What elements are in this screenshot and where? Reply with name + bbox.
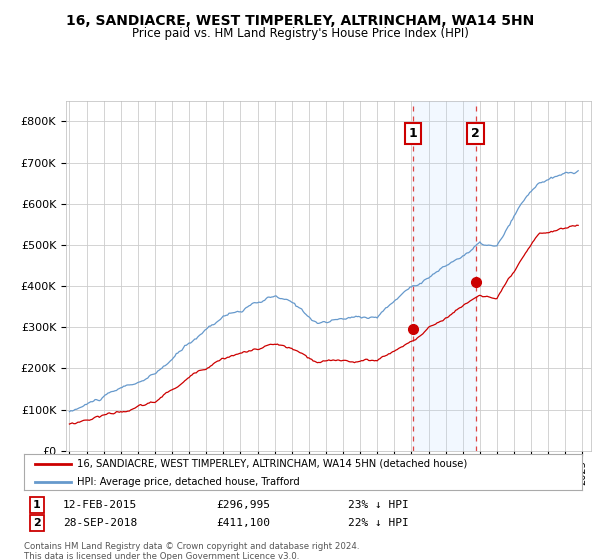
Text: 1: 1 xyxy=(33,500,41,510)
Text: 2: 2 xyxy=(33,518,41,528)
Text: 12-FEB-2015: 12-FEB-2015 xyxy=(63,500,137,510)
Text: £296,995: £296,995 xyxy=(216,500,270,510)
Text: 2: 2 xyxy=(471,127,480,140)
Text: Contains HM Land Registry data © Crown copyright and database right 2024.
This d: Contains HM Land Registry data © Crown c… xyxy=(24,542,359,560)
Text: Price paid vs. HM Land Registry's House Price Index (HPI): Price paid vs. HM Land Registry's House … xyxy=(131,27,469,40)
Bar xyxy=(413,101,476,451)
Text: 1: 1 xyxy=(409,127,418,140)
Text: 16, SANDIACRE, WEST TIMPERLEY, ALTRINCHAM, WA14 5HN (detached house): 16, SANDIACRE, WEST TIMPERLEY, ALTRINCHA… xyxy=(77,459,467,469)
Text: 28-SEP-2018: 28-SEP-2018 xyxy=(63,518,137,528)
Text: 16, SANDIACRE, WEST TIMPERLEY, ALTRINCHAM, WA14 5HN: 16, SANDIACRE, WEST TIMPERLEY, ALTRINCHA… xyxy=(66,14,534,28)
Text: 22% ↓ HPI: 22% ↓ HPI xyxy=(348,518,409,528)
Text: HPI: Average price, detached house, Trafford: HPI: Average price, detached house, Traf… xyxy=(77,477,300,487)
Text: 23% ↓ HPI: 23% ↓ HPI xyxy=(348,500,409,510)
Text: £411,100: £411,100 xyxy=(216,518,270,528)
